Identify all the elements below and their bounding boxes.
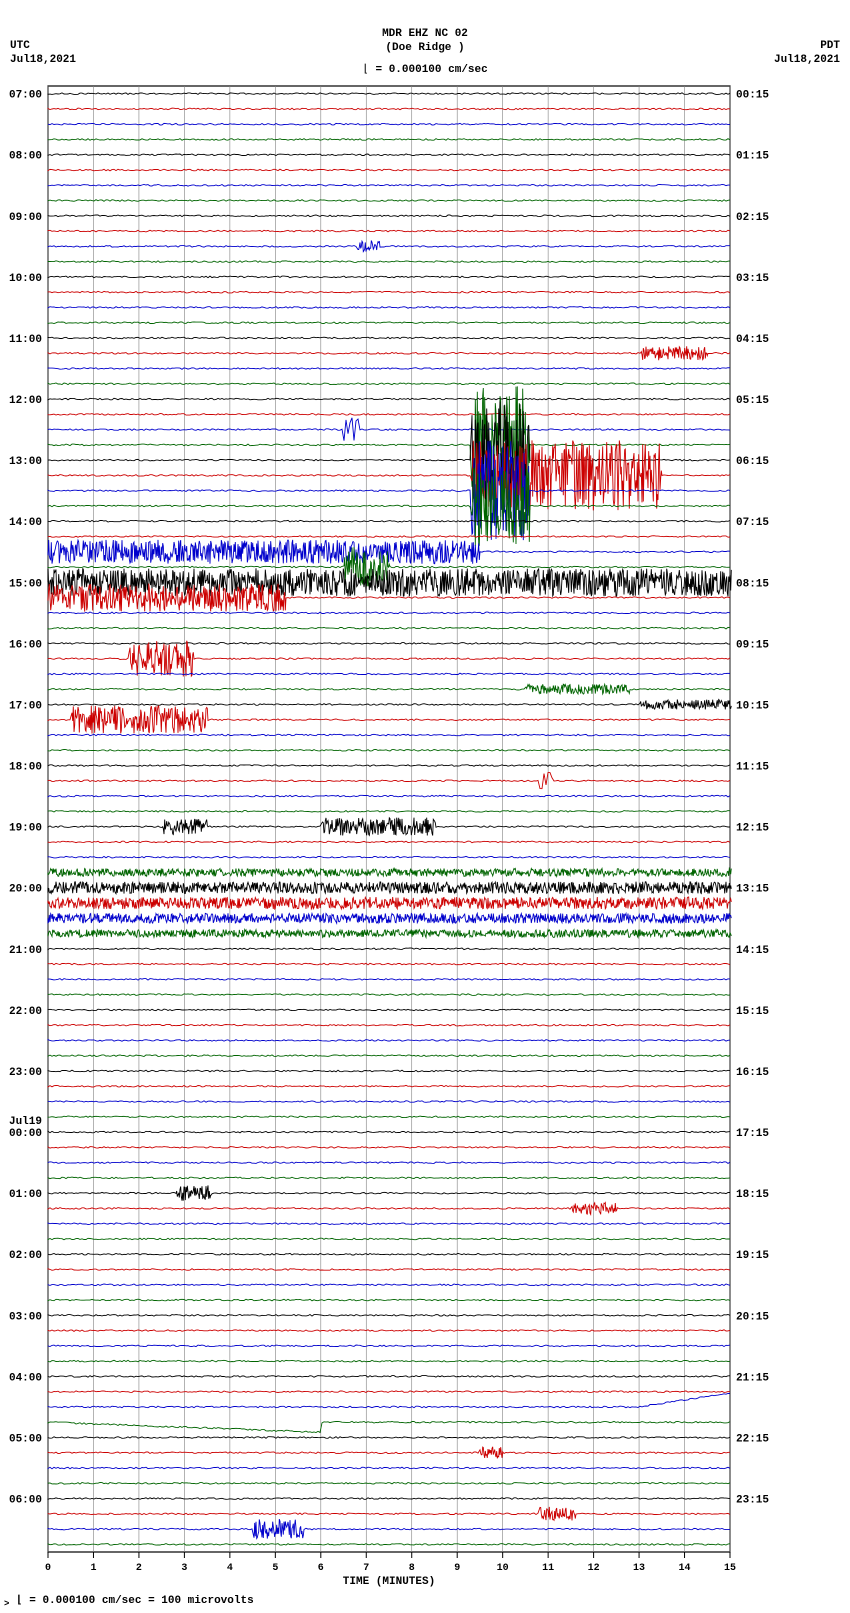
footer-scale-text: = 0.000100 cm/sec = 100 microvolts [29, 1595, 253, 1607]
svg-text:13:00: 13:00 [9, 456, 42, 468]
svg-text:05:00: 05:00 [9, 1433, 42, 1445]
svg-text:15: 15 [724, 1563, 736, 1574]
svg-text:12: 12 [588, 1563, 600, 1574]
svg-text:15:00: 15:00 [9, 578, 42, 590]
svg-text:4: 4 [227, 1563, 233, 1574]
svg-text:9: 9 [454, 1563, 460, 1574]
svg-text:23:15: 23:15 [736, 1495, 769, 1507]
svg-text:12:00: 12:00 [9, 395, 42, 407]
svg-text:14: 14 [679, 1563, 691, 1574]
svg-text:01:00: 01:00 [9, 1189, 42, 1201]
svg-text:05:15: 05:15 [736, 395, 769, 407]
svg-text:02:00: 02:00 [9, 1250, 42, 1262]
svg-text:08:00: 08:00 [9, 151, 42, 163]
svg-text:2: 2 [136, 1563, 142, 1574]
svg-text:23:00: 23:00 [9, 1067, 42, 1079]
svg-text:14:15: 14:15 [736, 945, 769, 957]
svg-text:02:15: 02:15 [736, 212, 769, 224]
svg-text:00:00: 00:00 [9, 1128, 42, 1140]
svg-text:13: 13 [633, 1563, 645, 1574]
svg-text:18:00: 18:00 [9, 762, 42, 774]
svg-text:15:15: 15:15 [736, 1006, 769, 1018]
svg-text:08:15: 08:15 [736, 578, 769, 590]
svg-text:06:15: 06:15 [736, 456, 769, 468]
svg-text:09:15: 09:15 [736, 639, 769, 651]
svg-text:16:15: 16:15 [736, 1067, 769, 1079]
svg-text:TIME (MINUTES): TIME (MINUTES) [343, 1576, 435, 1588]
svg-text:10: 10 [497, 1563, 509, 1574]
svg-text:11: 11 [542, 1563, 554, 1574]
svg-text:10:15: 10:15 [736, 700, 769, 712]
footer-bar-icon: ⌊ [16, 1595, 23, 1607]
svg-text:17:00: 17:00 [9, 700, 42, 712]
svg-text:5: 5 [272, 1563, 278, 1574]
svg-text:3: 3 [181, 1563, 187, 1574]
svg-text:19:15: 19:15 [736, 1250, 769, 1262]
svg-text:13:15: 13:15 [736, 884, 769, 896]
svg-text:22:15: 22:15 [736, 1433, 769, 1445]
svg-text:0: 0 [45, 1563, 51, 1574]
svg-text:04:00: 04:00 [9, 1372, 42, 1384]
svg-text:21:15: 21:15 [736, 1372, 769, 1384]
svg-text:22:00: 22:00 [9, 1006, 42, 1018]
svg-text:16:00: 16:00 [9, 639, 42, 651]
svg-text:21:00: 21:00 [9, 945, 42, 957]
svg-text:14:00: 14:00 [9, 517, 42, 529]
svg-text:11:15: 11:15 [736, 762, 769, 774]
svg-text:10:00: 10:00 [9, 273, 42, 285]
svg-text:07:00: 07:00 [9, 90, 42, 102]
svg-text:00:15: 00:15 [736, 90, 769, 102]
svg-text:6: 6 [318, 1563, 324, 1574]
svg-text:18:15: 18:15 [736, 1189, 769, 1201]
svg-text:12:15: 12:15 [736, 823, 769, 835]
svg-text:19:00: 19:00 [9, 823, 42, 835]
svg-text:09:00: 09:00 [9, 212, 42, 224]
svg-text:06:00: 06:00 [9, 1495, 42, 1507]
svg-text:20:00: 20:00 [9, 884, 42, 896]
svg-text:17:15: 17:15 [736, 1128, 769, 1140]
svg-text:7: 7 [363, 1563, 369, 1574]
svg-text:Jul19: Jul19 [9, 1116, 42, 1128]
svg-text:07:15: 07:15 [736, 517, 769, 529]
footer-scale-row: ˃ ⌊ = 0.000100 cm/sec = 100 microvolts [4, 1593, 254, 1609]
svg-text:1: 1 [90, 1563, 96, 1574]
svg-text:8: 8 [409, 1563, 415, 1574]
footer-tick-icon: ˃ [4, 1599, 9, 1609]
svg-text:03:15: 03:15 [736, 273, 769, 285]
seismogram-plot: 0123456789101112131415TIME (MINUTES)07:0… [0, 0, 850, 1613]
svg-text:03:00: 03:00 [9, 1311, 42, 1323]
seismogram-container: MDR EHZ NC 02 (Doe Ridge ) ⌊ = 0.000100 … [0, 0, 850, 1613]
svg-text:20:15: 20:15 [736, 1311, 769, 1323]
svg-text:04:15: 04:15 [736, 334, 769, 346]
svg-text:11:00: 11:00 [9, 334, 42, 346]
svg-text:01:15: 01:15 [736, 151, 769, 163]
